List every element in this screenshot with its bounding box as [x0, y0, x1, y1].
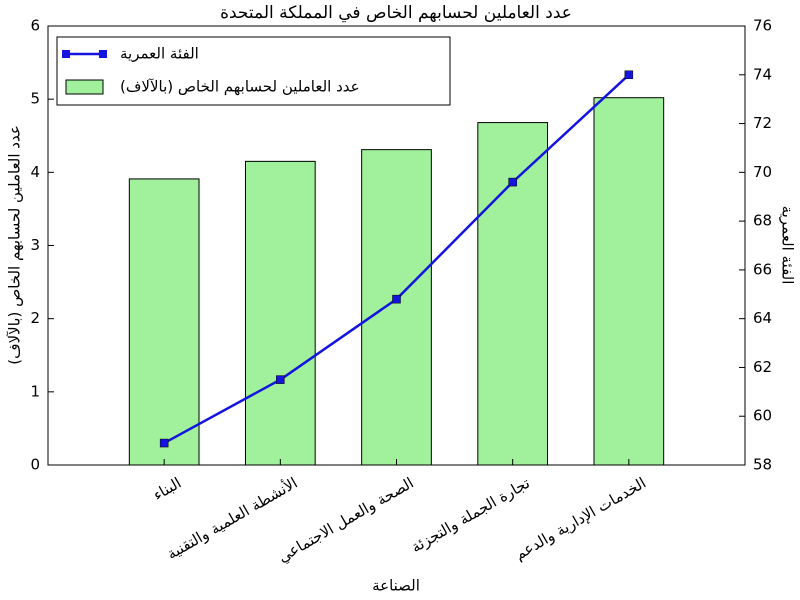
plot-frame — [47, 25, 746, 466]
y-tick-label: 2 — [30, 309, 40, 327]
y-axis-label: عدد العاملين لحسابهم الخاص (بالآلاف) — [6, 125, 24, 365]
x-tick-label: تجارة الجملة والتجزئة — [408, 474, 533, 557]
y2-tick-label: 68 — [753, 212, 772, 230]
marker — [392, 294, 401, 304]
y2-tick-label: 58 — [753, 456, 772, 474]
y-tick-label: 4 — [30, 163, 40, 181]
bar — [477, 122, 549, 466]
y-tick-label: 6 — [30, 17, 40, 35]
bar — [593, 97, 665, 466]
marker — [508, 177, 517, 187]
y2-tick-label: 70 — [753, 163, 772, 181]
x-tick-label: الخدمات الإدارية والدعم — [512, 474, 649, 564]
legend-box — [56, 36, 451, 106]
legend-swatch — [65, 79, 104, 95]
y-tick-label: 3 — [30, 236, 40, 254]
y-tick-label: 5 — [30, 90, 40, 108]
marker — [276, 375, 285, 384]
legend-marker — [99, 50, 107, 58]
legend-marker — [62, 50, 70, 58]
y2-tick-label: 76 — [753, 17, 772, 35]
y-tick-label: 1 — [30, 382, 40, 400]
bar — [128, 178, 200, 466]
y2-tick-label: 60 — [753, 407, 772, 425]
y2-tick-label: 64 — [753, 309, 772, 327]
bar — [244, 160, 316, 466]
legend-label: عدد العاملين لحسابهم الخاص (بالآلاف) — [120, 78, 360, 96]
x-tick-label: البناء — [150, 474, 184, 504]
y-tick-label: 0 — [30, 456, 40, 474]
x-axis-label: الصناعة — [372, 577, 420, 595]
legend-label: الفئة العمرية — [120, 45, 199, 63]
y2-tick-label: 72 — [753, 114, 772, 132]
y2-axis-label: الفئة العمرية — [779, 206, 797, 285]
y2-tick-label: 74 — [753, 65, 772, 83]
bar — [361, 149, 432, 466]
y2-tick-label: 66 — [753, 260, 772, 278]
chart-title: عدد العاملين لحسابهم الخاص في المملكة ال… — [220, 3, 572, 23]
y2-tick-label: 62 — [753, 358, 772, 376]
marker — [624, 70, 634, 80]
marker — [159, 438, 169, 448]
